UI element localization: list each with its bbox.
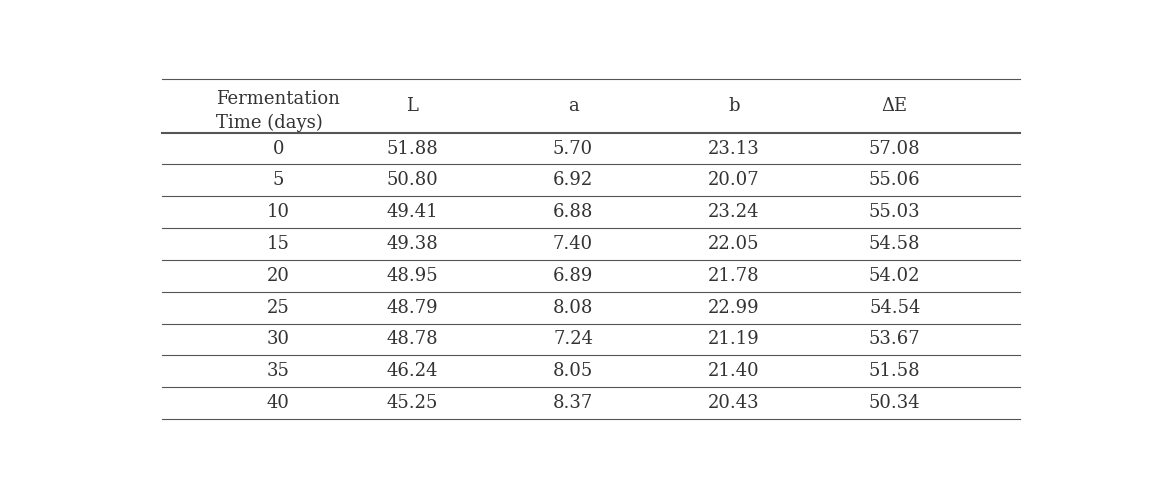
Text: b: b bbox=[729, 97, 739, 115]
Text: 55.03: 55.03 bbox=[869, 203, 920, 221]
Text: 57.08: 57.08 bbox=[869, 139, 920, 157]
Text: 51.58: 51.58 bbox=[869, 363, 920, 380]
Text: 0: 0 bbox=[272, 139, 284, 157]
Text: 23.13: 23.13 bbox=[708, 139, 760, 157]
Text: 46.24: 46.24 bbox=[386, 363, 438, 380]
Text: 7.40: 7.40 bbox=[553, 235, 593, 253]
Text: Time (days): Time (days) bbox=[216, 114, 323, 131]
Text: 5: 5 bbox=[272, 171, 284, 189]
Text: ΔE: ΔE bbox=[882, 97, 907, 115]
Text: 53.67: 53.67 bbox=[869, 331, 920, 349]
Text: 8.08: 8.08 bbox=[552, 299, 594, 317]
Text: 23.24: 23.24 bbox=[708, 203, 760, 221]
Text: Fermentation: Fermentation bbox=[216, 91, 339, 109]
Text: 45.25: 45.25 bbox=[386, 394, 438, 412]
Text: 6.92: 6.92 bbox=[553, 171, 593, 189]
Text: 22.99: 22.99 bbox=[708, 299, 760, 317]
Text: 50.34: 50.34 bbox=[869, 394, 920, 412]
Text: 15: 15 bbox=[266, 235, 289, 253]
Text: 20.43: 20.43 bbox=[708, 394, 760, 412]
Text: 54.02: 54.02 bbox=[869, 267, 920, 285]
Text: 22.05: 22.05 bbox=[708, 235, 760, 253]
Text: 48.78: 48.78 bbox=[386, 331, 438, 349]
Text: 55.06: 55.06 bbox=[869, 171, 920, 189]
Text: 21.78: 21.78 bbox=[708, 267, 760, 285]
Text: 30: 30 bbox=[266, 331, 289, 349]
Text: 21.40: 21.40 bbox=[708, 363, 760, 380]
Text: 6.89: 6.89 bbox=[552, 267, 594, 285]
Text: 7.24: 7.24 bbox=[553, 331, 593, 349]
Text: 48.79: 48.79 bbox=[386, 299, 438, 317]
Text: 20: 20 bbox=[266, 267, 289, 285]
Text: 35: 35 bbox=[266, 363, 289, 380]
Text: 21.19: 21.19 bbox=[708, 331, 760, 349]
Text: 54.58: 54.58 bbox=[869, 235, 920, 253]
Text: 50.80: 50.80 bbox=[386, 171, 438, 189]
Text: 49.41: 49.41 bbox=[386, 203, 438, 221]
Text: 25: 25 bbox=[266, 299, 289, 317]
Text: 54.54: 54.54 bbox=[869, 299, 920, 317]
Text: 8.37: 8.37 bbox=[553, 394, 593, 412]
Text: 10: 10 bbox=[266, 203, 289, 221]
Text: 49.38: 49.38 bbox=[386, 235, 438, 253]
Text: 51.88: 51.88 bbox=[386, 139, 438, 157]
Text: 48.95: 48.95 bbox=[386, 267, 438, 285]
Text: L: L bbox=[406, 97, 419, 115]
Text: 5.70: 5.70 bbox=[553, 139, 593, 157]
Text: 8.05: 8.05 bbox=[553, 363, 593, 380]
Text: 6.88: 6.88 bbox=[552, 203, 594, 221]
Text: 40: 40 bbox=[266, 394, 289, 412]
Text: a: a bbox=[567, 97, 579, 115]
Text: 20.07: 20.07 bbox=[708, 171, 760, 189]
